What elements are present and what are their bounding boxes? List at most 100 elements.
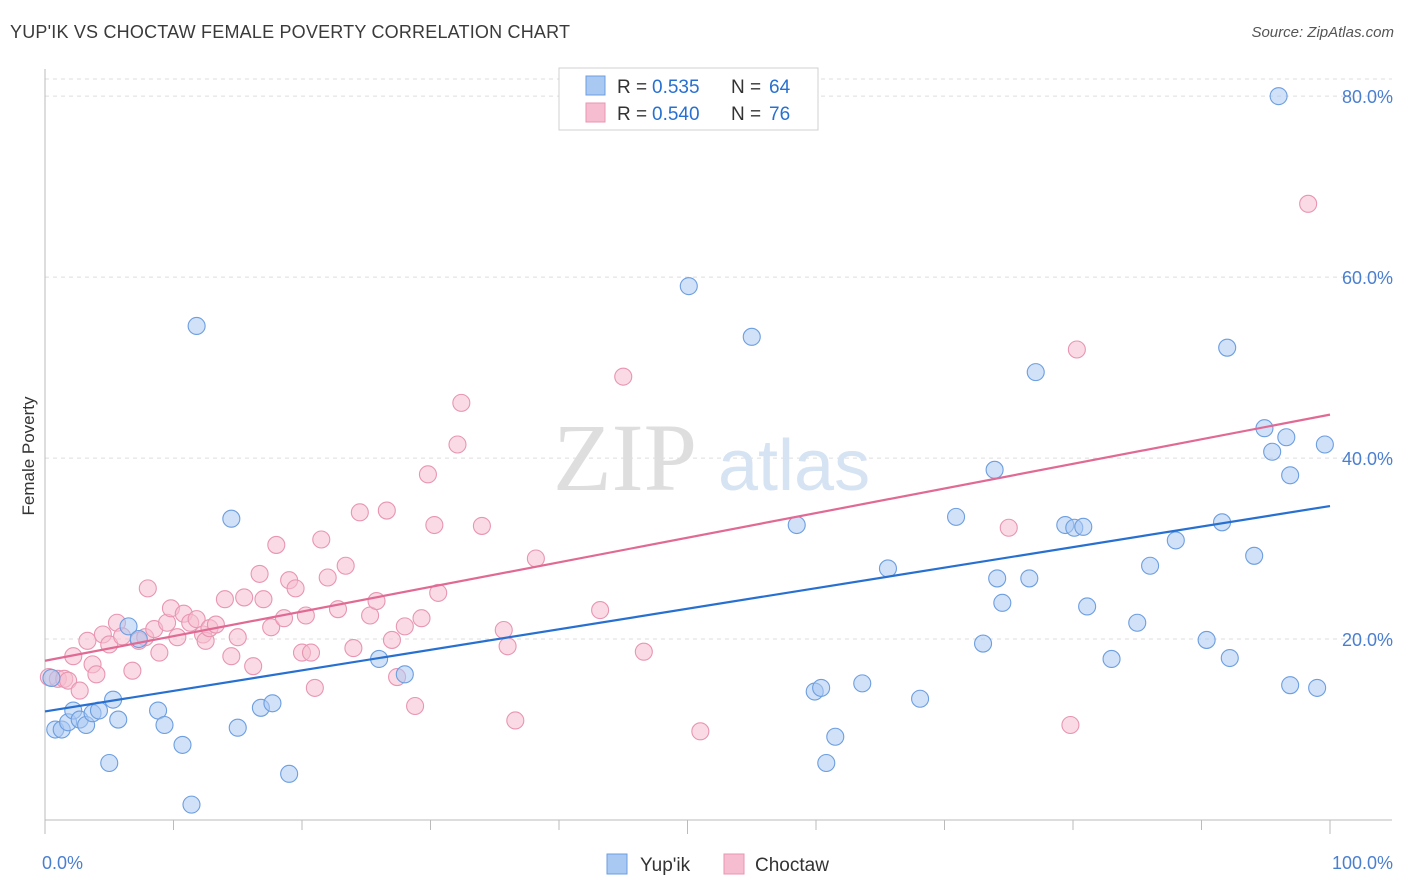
watermark: ZIP atlas xyxy=(553,404,870,511)
yupik-point-49 xyxy=(1141,556,1160,575)
choctaw-point-8 xyxy=(87,665,106,684)
yupik-points xyxy=(42,87,1334,814)
yupik-point-38 xyxy=(985,460,1004,479)
yupik-point-12 xyxy=(119,617,138,636)
choctaw-point-13 xyxy=(123,661,142,680)
yupik-point-27 xyxy=(742,327,761,346)
yupik-point-63 xyxy=(1315,435,1334,454)
yupik-point-9 xyxy=(100,753,119,773)
choctaw-point-64 xyxy=(472,516,491,535)
y-tick-labels: 20.0% 40.0% 60.0% 80.0% xyxy=(1342,87,1393,650)
yupik-point-28 xyxy=(787,515,806,535)
yupik-point-60 xyxy=(1281,466,1300,485)
choctaw-point-53 xyxy=(377,501,396,520)
choctaw-point-70 xyxy=(614,367,633,386)
choctaw-point-49 xyxy=(344,639,363,658)
yupik-point-46 xyxy=(1078,597,1097,616)
yupik-point-37 xyxy=(973,634,993,653)
y-tick-label-0: 20.0% xyxy=(1342,630,1393,650)
legend-yupik-swatch xyxy=(585,75,606,96)
y-tick-label-3: 80.0% xyxy=(1342,87,1393,107)
x-tick-label-1: 100.0% xyxy=(1332,853,1393,873)
yupik-point-45 xyxy=(1074,517,1093,536)
legend-yupik-n-value: 64 xyxy=(769,77,791,98)
yupik-point-42 xyxy=(1026,363,1045,382)
yupik-point-55 xyxy=(1245,546,1264,565)
legend-bottom-choctaw-swatch xyxy=(723,853,745,875)
choctaw-point-18 xyxy=(150,643,169,662)
choctaw-point-32 xyxy=(235,588,254,607)
choctaw-point-35 xyxy=(254,590,273,609)
yupik-point-23 xyxy=(280,764,299,783)
legend-yupik-r-label: R = xyxy=(617,77,647,98)
choctaw-point-48 xyxy=(336,556,355,575)
choctaw-point-68 xyxy=(526,549,545,568)
yupik-point-57 xyxy=(1263,442,1282,461)
yupik-point-18 xyxy=(187,316,206,336)
choctaw-point-66 xyxy=(498,637,517,656)
choctaw-point-45 xyxy=(312,530,331,549)
legend-choctaw-swatch xyxy=(585,102,606,123)
yupik-point-19 xyxy=(222,509,241,528)
yupik-point-54 xyxy=(1220,648,1239,668)
choctaw-point-44 xyxy=(305,678,324,697)
yupik-point-35 xyxy=(911,689,930,708)
yupik-point-39 xyxy=(988,569,1007,588)
yupik-point-61 xyxy=(1281,676,1300,695)
choctaw-point-72 xyxy=(691,722,710,741)
yupik-point-53 xyxy=(1218,338,1237,357)
y-tick-label-2: 60.0% xyxy=(1342,268,1393,288)
choctaw-point-54 xyxy=(382,630,402,649)
choctaw-point-38 xyxy=(274,609,294,628)
legend-bottom-choctaw-label: Choctaw xyxy=(755,855,829,876)
choctaw-point-30 xyxy=(222,647,241,666)
yupik-point-31 xyxy=(817,753,836,773)
y-tick-label-1: 40.0% xyxy=(1342,449,1393,469)
x-tick-labels: 0.0% 100.0% xyxy=(42,853,1393,873)
yupik-point-50 xyxy=(1166,531,1185,550)
legend-yupik-n-label: N = xyxy=(731,77,761,98)
choctaw-point-57 xyxy=(406,696,425,716)
choctaw-point-5 xyxy=(70,681,89,700)
yupik-point-33 xyxy=(853,674,872,693)
yupik-point-47 xyxy=(1102,649,1121,668)
choctaw-point-29 xyxy=(215,590,234,609)
yupik-point-22 xyxy=(263,694,282,713)
trend-lines xyxy=(44,413,1331,713)
choctaw-point-24 xyxy=(187,610,206,629)
yupik-point-48 xyxy=(1128,613,1147,632)
choctaw-point-59 xyxy=(418,465,437,484)
watermark-atlas: atlas xyxy=(718,426,870,506)
source-label: Source: ZipAtlas.com xyxy=(1251,24,1394,41)
yupik-point-30 xyxy=(812,678,831,697)
legend-choctaw-r-value: 0.540 xyxy=(652,104,700,125)
legend-bottom-yupik-swatch xyxy=(606,853,628,875)
choctaw-point-71 xyxy=(634,642,653,661)
yupik-point-58 xyxy=(1269,87,1288,106)
choctaw-point-58 xyxy=(412,609,431,628)
choctaw-point-40 xyxy=(286,579,305,598)
yupik-point-0 xyxy=(42,668,61,687)
choctaw-point-34 xyxy=(250,564,269,583)
choctaw-point-69 xyxy=(591,601,610,620)
yupik-point-11 xyxy=(109,710,128,729)
choctaw-point-73 xyxy=(999,518,1018,537)
choctaw-point-63 xyxy=(452,393,471,412)
yupik-point-17 xyxy=(182,795,201,814)
chart-title: YUP'IK VS CHOCTAW FEMALE POVERTY CORRELA… xyxy=(10,22,571,42)
choctaw-point-43 xyxy=(301,643,321,662)
choctaw-point-75 xyxy=(1067,340,1086,359)
legend-yupik-r-value: 0.535 xyxy=(652,77,700,98)
choctaw-point-6 xyxy=(78,631,97,650)
choctaw-point-62 xyxy=(448,435,467,454)
gridlines xyxy=(45,78,1392,640)
legend-choctaw-r-label: R = xyxy=(617,104,647,125)
yupik-point-20 xyxy=(228,718,247,737)
yupik-trend-line xyxy=(44,504,1331,713)
yupik-point-32 xyxy=(826,727,845,746)
yupik-point-34 xyxy=(878,559,898,578)
yupik-point-59 xyxy=(1277,428,1296,447)
legend-series: Yup'ik Choctaw xyxy=(606,853,829,876)
yupik-point-26 xyxy=(679,277,698,296)
